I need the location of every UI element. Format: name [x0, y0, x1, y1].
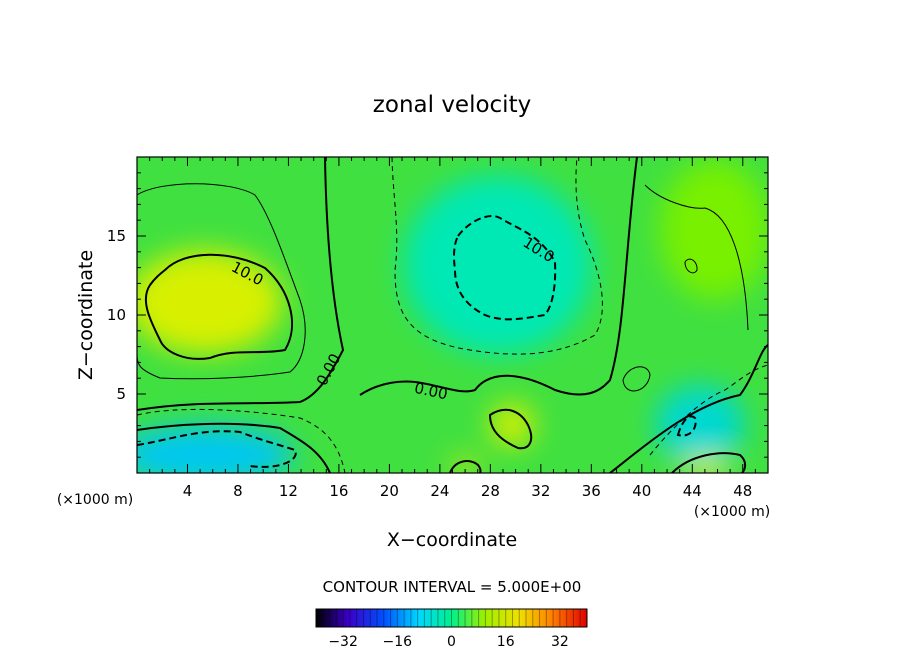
colorbar-tick-label: 0 — [447, 634, 456, 650]
blob-jet-min-center — [403, 175, 593, 355]
y-tick-label: 15 — [107, 227, 126, 245]
x-tick-label: 12 — [279, 482, 298, 500]
x-tick-label: 48 — [733, 482, 752, 500]
x-tick-label: 40 — [632, 482, 651, 500]
y-tick-label: 5 — [116, 385, 126, 403]
contour-minus10-center — [453, 215, 557, 321]
contour-zero-right-low — [671, 452, 747, 473]
colorbar-dividers — [322, 609, 581, 627]
contour-minus5-center — [391, 157, 603, 355]
blob-surface-min-right — [655, 385, 745, 465]
y-tick-label: 10 — [107, 306, 126, 324]
colorbar-tick-label: 16 — [497, 634, 515, 650]
contour-zero-middle — [359, 157, 638, 396]
colorbar-ticks: −32 −16 0 16 32 — [328, 634, 568, 650]
chart-title: zonal velocity — [373, 92, 531, 118]
contour-zero-surface-left — [137, 422, 331, 473]
contour-zero-surface-center — [488, 408, 533, 450]
colorbar-tick-label: −32 — [328, 634, 358, 650]
contour-plus5-small — [622, 366, 651, 392]
colorbar: −32 −16 0 16 32 — [315, 608, 588, 650]
blob-surface-max-center — [490, 403, 534, 447]
x-tick-label: 36 — [582, 482, 601, 500]
contour-zero-surface-mid — [449, 460, 482, 473]
colorbar-tick-label: −16 — [383, 634, 413, 650]
x-tick-label: 4 — [183, 482, 193, 500]
contour-plus5-right — [644, 184, 749, 331]
contours — [137, 157, 768, 473]
x-tick-label: 44 — [683, 482, 702, 500]
contour-zero-left — [137, 157, 345, 411]
colorbar-gradient — [315, 608, 588, 628]
x-tick-label: 32 — [531, 482, 550, 500]
contour-plus5-left — [137, 183, 306, 380]
contour-minus10-surface-left — [137, 430, 297, 468]
x-unit-left: (×1000 m) — [57, 492, 133, 508]
contour-zero-right — [609, 344, 768, 473]
y-axis-label: Z−coordinate — [75, 250, 97, 380]
colorbar-tick-label: 32 — [551, 634, 569, 650]
x-unit-right: (×1000 m) — [694, 504, 770, 520]
x-tick-label: 8 — [233, 482, 243, 500]
contour-plus10-left — [144, 253, 294, 360]
x-tick-label: 24 — [430, 482, 449, 500]
x-axis-label: X−coordinate — [387, 529, 517, 551]
x-axis: 4 8 12 16 20 24 28 32 36 40 44 48 — [149, 157, 756, 500]
contour-plus5-island — [684, 258, 698, 274]
blob-jet-max-left — [137, 250, 283, 354]
contour-interval: CONTOUR INTERVAL = 5.000E+00 — [323, 578, 582, 596]
contour-minus5-surface — [137, 408, 346, 473]
x-tick-label: 16 — [329, 482, 348, 500]
blob-surface-max-right — [683, 458, 727, 473]
x-tick-label: 28 — [481, 482, 500, 500]
blob-green-top-right — [660, 160, 768, 300]
contour-labels: 10.0 0.00 0.00 10.0 — [228, 233, 557, 403]
blob-surface-min-left — [137, 425, 295, 473]
y-axis: 5 10 15 — [107, 172, 768, 458]
heatmap-field — [137, 157, 768, 473]
contour-minus10-surface-right — [676, 415, 697, 437]
x-tick-label: 20 — [380, 482, 399, 500]
